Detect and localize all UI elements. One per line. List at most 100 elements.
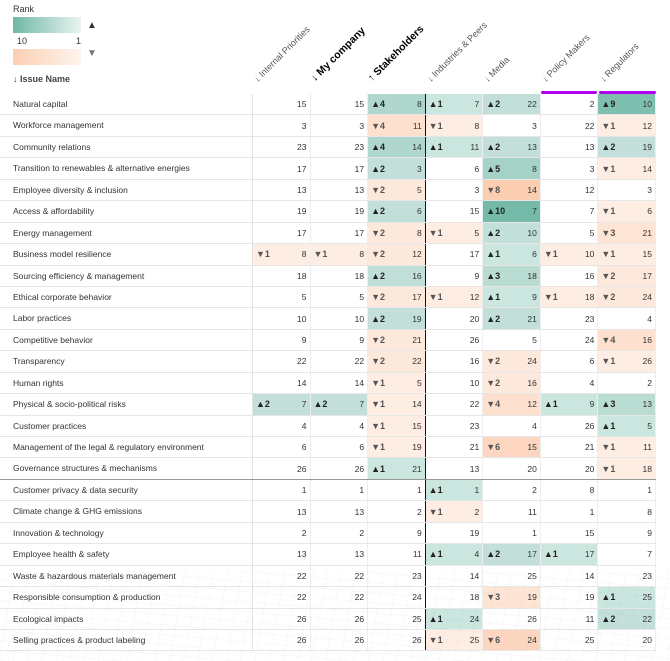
rank-value: 14 [297, 377, 307, 388]
table-row[interactable]: Labor practices 10 10 ▲2 19 20 ▲2 21 23 4 [0, 308, 656, 330]
rank-value: 13 [527, 142, 537, 153]
rank-cell: 13 [253, 544, 311, 565]
rank-cell: ▲2 7 [310, 394, 369, 415]
rank-value: 17 [642, 270, 652, 281]
rank-cell: 18 [426, 587, 484, 608]
issue-name: Workforce management [0, 115, 253, 136]
rank-cell: 2 [541, 94, 599, 115]
table-row[interactable]: Ecological impacts 26 26 25 ▲1 24 26 11 ▲2 22 [0, 608, 656, 630]
table-row[interactable]: Access & affordability 19 19 ▲2 6 15 ▲10 7 7 ▼1 6 [0, 201, 656, 223]
table-row[interactable]: Waste & hazardous materials management 22… [0, 565, 656, 588]
rank-cell: 3 [426, 179, 484, 201]
column-header-6[interactable]: ↓ Regulators [597, 41, 641, 84]
rank-value: 2 [474, 506, 480, 517]
table-row[interactable]: Community relations 23 23 ▲4 14 ▲1 11 ▲2 13 13 ▲2 1… [0, 136, 656, 159]
table-row[interactable]: Employee health & safety 13 13 11 ▲1 4 ▲2 17 ▲1 1… [0, 544, 656, 566]
table-row[interactable]: Transparency 22 22 ▼2 22 16 ▼2 24 6 ▼1 26 [0, 351, 656, 373]
rank-down-indicator: ▼2 [601, 270, 616, 281]
rank-value: 4 [359, 420, 365, 431]
rank-value: 22 [527, 99, 537, 110]
rank-value: 21 [584, 442, 595, 453]
rank-up-indicator: ▲1 [428, 99, 443, 110]
rank-value: 21 [412, 463, 422, 474]
rank-cell: ▲2 21 [483, 308, 541, 329]
rank-value: 16 [642, 335, 652, 346]
rank-value: 7 [301, 399, 307, 410]
table-row[interactable]: Innovation & technology 2 2 9 19 1 15 9 [0, 522, 656, 545]
rank-cell: 15 [426, 201, 484, 222]
rank-cell: 1 [253, 479, 311, 501]
rank-value: 9 [532, 292, 537, 303]
rank-value: 11 [412, 549, 422, 560]
issue-name: Natural capital [0, 94, 253, 115]
column-header-3[interactable]: ↓ Industries & Peers [424, 19, 489, 84]
table-row[interactable]: Customer practices 4 4 ▼1 15 23 4 26 ▲1 5 [0, 415, 656, 437]
rank-cell: 26 [483, 608, 541, 629]
column-header-5[interactable]: ↓ Policy Makers [539, 32, 592, 84]
rank-cell: 2 [311, 522, 369, 544]
rank-value: 12 [412, 249, 422, 260]
rank-value: 4 [301, 420, 307, 431]
rank-up-indicator: ▲2 [486, 99, 501, 110]
rank-cell: 9 [426, 265, 484, 286]
column-header-2[interactable]: ↑ Stakeholders [365, 23, 427, 85]
rank-cell: ▼2 24 [483, 351, 541, 372]
rank-cell: 26 [311, 608, 369, 629]
table-row[interactable]: Sourcing efficiency & management 18 18 ▲2 16… [0, 265, 656, 287]
table-row[interactable]: Workforce management 3 3 ▼4 11 ▼1 8 3 22 ▼1 12 [0, 115, 656, 137]
rank-down-indicator: ▼3 [601, 227, 616, 238]
table-row[interactable]: Human rights 14 14 ▼1 5 10 ▼2 16 4 2 [0, 372, 656, 395]
table-row[interactable]: Business model resilience ▼1 8 ▼1 8 ▼2 12 17 ▲1 6… [0, 244, 656, 266]
rank-value: 16 [527, 377, 537, 388]
column-header-0[interactable]: ↓ Internal Priorities [251, 24, 312, 85]
table-row[interactable]: Employee diversity & inclusion 13 13 ▼2 5 3 ▼8… [0, 179, 656, 202]
table-row[interactable]: Responsible consumption & production 22 22… [0, 587, 656, 609]
table-row[interactable]: Climate change & GHG emissions 13 13 2 ▼1 2 11… [0, 501, 656, 523]
table-row[interactable]: Management of the legal & regulatory env… [0, 437, 656, 459]
rank-value: 26 [354, 613, 365, 624]
rank-value: 10 [584, 249, 595, 260]
rank-cell: ▲1 1 [425, 479, 484, 501]
table-row[interactable]: Selling practices & product labeling 26 26… [0, 629, 656, 652]
table-row[interactable]: Physical & socio-political risks ▲2 7 ▲2 7 ▼1… [0, 394, 656, 416]
rank-cell: 20 [598, 629, 656, 651]
rank-value: 26 [469, 335, 480, 346]
rank-value: 4 [589, 377, 595, 388]
rank-up-indicator: ▲2 [486, 227, 501, 238]
rank-down-indicator: ▼2 [486, 356, 501, 367]
column-header-4[interactable]: ↓ Media [482, 54, 512, 84]
rank-value: 17 [527, 549, 537, 560]
rank-value: 26 [297, 463, 307, 474]
rank-value: 3 [359, 120, 365, 131]
rank-down-indicator: ▼1 [371, 420, 386, 431]
rank-value: 3 [474, 184, 480, 195]
table-row[interactable]: Competitive behavior 9 9 ▼2 21 26 5 24 ▼4 16 [0, 329, 656, 352]
table-row[interactable]: Transition to renewables & alternative e… [0, 158, 656, 180]
rank-cell: 5 [253, 286, 311, 308]
rank-value: 5 [301, 292, 307, 303]
issue-name-header[interactable]: ↓ Issue Name [13, 74, 71, 84]
issue-name: Access & affordability [0, 201, 253, 222]
rank-value: 13 [642, 399, 652, 410]
rank-cell: 21 [426, 437, 484, 458]
rank-cell: 16 [426, 351, 484, 372]
rank-down-indicator: ▼2 [371, 292, 386, 303]
rank-value: 7 [474, 99, 480, 110]
rank-value: 17 [412, 292, 422, 303]
rank-up-indicator: ▲2 [601, 142, 616, 153]
rank-value: 6 [359, 442, 365, 453]
rank-up-indicator: ▲5 [486, 163, 501, 174]
table-row[interactable]: Customer privacy & data security 1 1 1 ▲1 1 2 8… [0, 479, 656, 502]
column-header-1[interactable]: ↓ My company [308, 24, 368, 84]
table-row[interactable]: Governance structures & mechanisms 26 26 ▲1… [0, 458, 656, 480]
rank-cell: 22 [311, 565, 369, 587]
rank-cell: 20 [483, 458, 541, 479]
rank-up-indicator: ▲1 [428, 613, 443, 624]
rank-down-indicator: ▼1 [428, 292, 443, 303]
rank-cell: 18 [253, 265, 311, 286]
table-row[interactable]: Ethical corporate behavior 5 5 ▼2 17 ▼1 12 ▲1 9 ▼… [0, 286, 656, 309]
table-row[interactable]: Natural capital 15 15 ▲4 8 ▲1 7 ▲2 22 2 ▲9 10 [0, 94, 656, 116]
rank-value: 13 [297, 184, 307, 195]
rank-value: 16 [469, 356, 480, 367]
table-row[interactable]: Energy management 17 17 ▼2 8 ▼1 5 ▲2 10 5 ▼3 21 [0, 222, 656, 245]
